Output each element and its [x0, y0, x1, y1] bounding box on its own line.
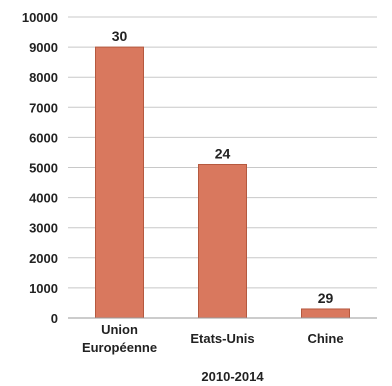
y-tick-label: 9000 [29, 40, 58, 55]
x-axis-category-labels: Union Européenne Etats-Unis Chine [82, 322, 344, 355]
y-tick-label: 3000 [29, 221, 58, 236]
bar-data-labels: 30 24 29 [112, 28, 334, 306]
y-tick-label: 6000 [29, 130, 58, 145]
y-tick-label: 8000 [29, 70, 58, 85]
y-tick-label: 10000 [22, 10, 58, 25]
y-tick-label: 7000 [29, 100, 58, 115]
bar [301, 308, 350, 319]
y-tick-label: 5000 [29, 161, 58, 176]
bar [95, 46, 144, 319]
x-axis-title: 2010-2014 [201, 369, 264, 384]
y-tick-label: 0 [51, 311, 58, 326]
bar-data-label: 29 [318, 290, 334, 306]
bar-data-label: 30 [112, 28, 128, 44]
x-category-label: Européenne [82, 340, 157, 355]
x-category-label: Union [101, 322, 138, 337]
bar [198, 163, 247, 319]
bar-data-label: 24 [215, 145, 231, 161]
bars [95, 46, 350, 319]
y-axis-tick-labels: 0 1000 2000 3000 4000 5000 6000 7000 8000 9000 100… [22, 10, 58, 326]
y-tick-label: 2000 [29, 251, 58, 266]
y-tick-label: 4000 [29, 191, 58, 206]
x-category-label: Etats-Unis [190, 331, 254, 346]
y-tick-label: 1000 [29, 281, 58, 296]
x-category-label: Chine [307, 331, 343, 346]
